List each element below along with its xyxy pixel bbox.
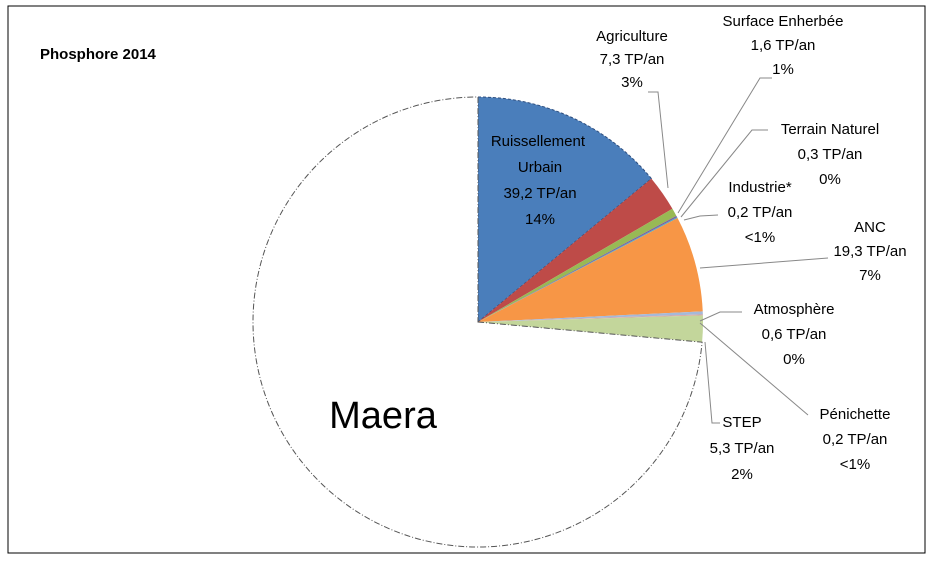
percent-label: 0% xyxy=(783,351,805,368)
value-label: 19,3 TP/an xyxy=(833,243,906,260)
percent-label: 2% xyxy=(731,466,753,483)
value-label: 5,3 TP/an xyxy=(710,440,775,457)
value-label: 0,6 TP/an xyxy=(762,326,827,343)
value-label: 7,3 TP/an xyxy=(600,51,665,68)
pie-slice xyxy=(478,311,703,322)
percent-label: 3% xyxy=(621,74,643,91)
pie-slice xyxy=(478,217,678,322)
value-label: 0,2 TP/an xyxy=(728,204,793,221)
slice-name: Terrain Naturel xyxy=(781,121,879,138)
leader-line xyxy=(699,257,829,269)
leader-line xyxy=(648,91,669,189)
pie-slice xyxy=(478,208,677,322)
slice-name: ANC xyxy=(854,219,886,236)
pie-slice xyxy=(478,218,703,322)
slice-name: Industrie* xyxy=(728,179,792,196)
pie-slice xyxy=(478,315,704,343)
leader-line xyxy=(699,311,742,322)
pie-slice xyxy=(252,96,703,548)
slice-name: Atmosphère xyxy=(754,301,835,318)
chart-title: Phosphore 2014 xyxy=(40,46,157,63)
leader-line xyxy=(704,341,720,424)
leader-line xyxy=(699,322,809,416)
leader-line xyxy=(677,77,772,214)
pie-slice xyxy=(478,314,703,322)
percent-label: <1% xyxy=(840,456,870,473)
value-label: 0,3 TP/an xyxy=(798,146,863,163)
percent-label: 7% xyxy=(859,267,881,284)
slice-name: Ruissellement Urbain xyxy=(491,133,589,176)
percent-label: 0% xyxy=(819,171,841,188)
value-label: 1,6 TP/an xyxy=(751,37,816,54)
pie-slice xyxy=(478,178,673,322)
percent-label: 14% xyxy=(525,211,555,228)
slice-name: Pénichette xyxy=(820,406,891,423)
pie-slice xyxy=(478,215,678,322)
leader-line xyxy=(683,214,719,221)
removed-slice-label: Maera xyxy=(329,395,438,437)
slice-name: Agriculture xyxy=(596,28,668,45)
value-label: 39,2 TP/an xyxy=(503,185,576,202)
leader-line xyxy=(680,129,768,218)
pie-slice xyxy=(477,96,653,324)
percent-label: 1% xyxy=(772,61,794,78)
percent-label: <1% xyxy=(745,229,775,246)
value-label: 0,2 TP/an xyxy=(823,431,888,448)
slice-name: Surface Enherbée xyxy=(723,13,844,30)
slice-name: STEP xyxy=(722,414,761,431)
